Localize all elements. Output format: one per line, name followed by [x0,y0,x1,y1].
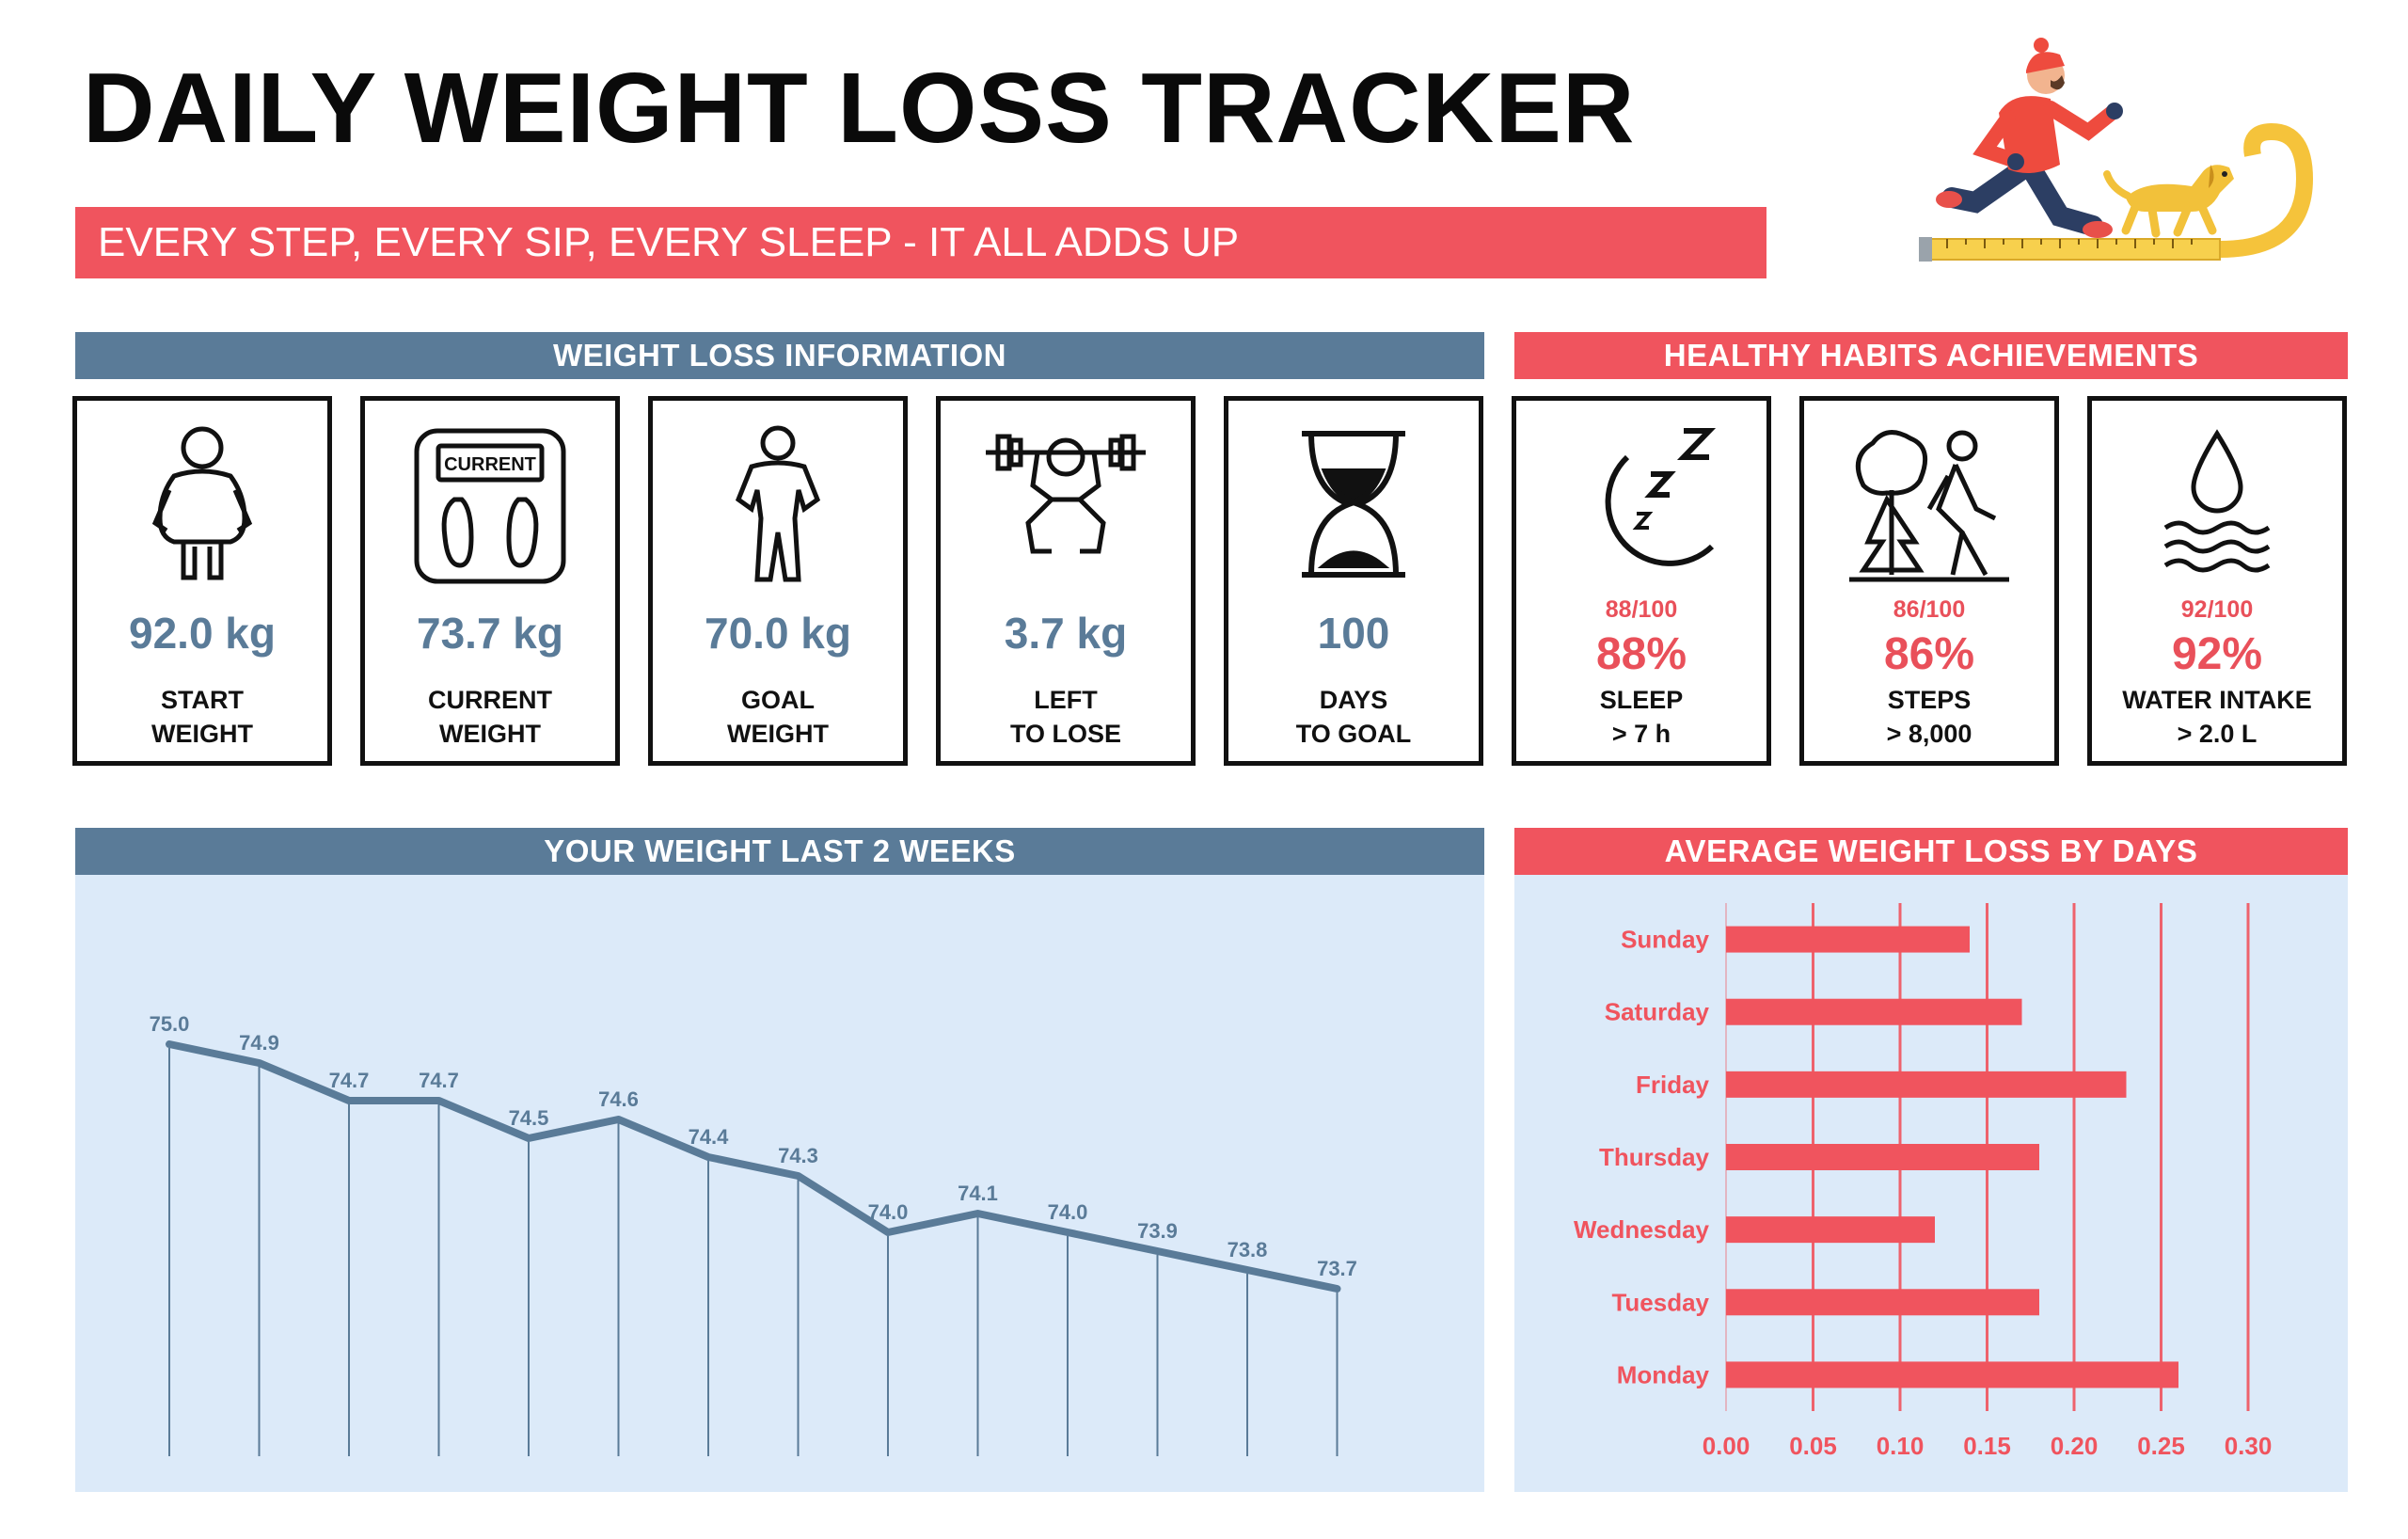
runner-with-dog-illustration [1919,38,2314,262]
bathroom-scale-icon: CURRENT [414,428,566,584]
steps-percent: 86% [1883,629,1975,679]
data-label: 73.7 [1317,1257,1357,1280]
left-to-lose-value: 3.7 kg [1004,609,1128,658]
data-label: 74.7 [329,1069,370,1092]
category-label: Monday [1617,1360,1710,1388]
weight-line-chart: 75.0 74.9 74.7 74.7 74.5 74.6 74.4 74.3 74.0 74.1… [150,1012,1357,1456]
bar [1726,1289,2039,1316]
x-tick-label: 0.20 [2051,1432,2099,1460]
habits-header: HEALTHY HABITS ACHIEVEMENTS [1514,332,2348,379]
category-label: Wednesday [1574,1215,1710,1244]
days-to-goal-label: DAYS TO GOAL [1295,686,1412,748]
sleep-card: 88/100 88% SLEEP > 7 h [1512,396,1771,766]
bar [1726,1361,2178,1388]
hourglass-icon [1302,431,1405,578]
bar [1726,998,2022,1025]
category-label: Thursday [1599,1143,1710,1171]
days-to-goal-value: 100 [1317,609,1390,658]
sleep-label: SLEEP > 7 h [1599,686,1684,748]
weight-info-header: WEIGHT LOSS INFORMATION [75,332,1484,379]
start-weight-value: 92.0 kg [129,609,276,658]
goal-weight-card: 70.0 kg GOAL WEIGHT [648,396,908,766]
current-weight-label: CURRENT WEIGHT [428,686,552,748]
tagline-banner: EVERY STEP, EVERY SIP, EVERY SLEEP - IT … [75,207,1766,278]
overweight-person-icon [151,426,253,580]
left-to-lose-label: LEFT TO LOSE [1009,686,1122,748]
data-label: 74.6 [598,1087,639,1111]
data-label: 74.0 [868,1200,909,1224]
category-label: Saturday [1605,998,1710,1026]
water-score: 92/100 [2180,596,2254,623]
water-percent: 92% [2171,629,2263,679]
sleep-percent: 88% [1595,629,1687,679]
data-label: 73.9 [1137,1219,1178,1243]
weight-chart-header: YOUR WEIGHT LAST 2 WEEKS [75,828,1484,875]
x-tick-label: 0.05 [1789,1432,1837,1460]
water-label: WATER INTAKE > 2.0 L [2122,686,2312,748]
current-weight-value: 73.7 kg [417,609,563,658]
weight-series-line [166,1040,1341,1293]
data-label: 74.5 [509,1106,549,1130]
page-title: DAILY WEIGHT LOSS TRACKER [83,53,1636,164]
steps-label: STEPS > 8,000 [1886,686,1972,748]
weight-chart-panel [75,875,1484,1492]
left-to-lose-card: 3.7 kg LEFT TO LOSE [936,396,1196,766]
bar [1726,1071,2127,1098]
data-label: 73.8 [1228,1238,1268,1261]
loss-chart-panel [1514,875,2348,1492]
days-to-goal-card: 100 DAYS TO GOAL [1224,396,1483,766]
data-label: 74.7 [419,1069,459,1092]
water-drop-icon [2163,429,2271,573]
moon-sleep-icon [1605,428,1717,566]
bar [1726,1144,2039,1170]
fit-person-icon [735,425,821,582]
data-label: 74.9 [239,1031,279,1055]
weightlifter-icon [986,434,1146,554]
tagline-text: EVERY STEP, EVERY SIP, EVERY SLEEP - IT … [98,219,1240,265]
data-label: 74.4 [689,1125,730,1149]
x-tick-label: 0.30 [2225,1432,2273,1460]
x-tick-label: 0.00 [1703,1432,1751,1460]
current-weight-card: CURRENT 73.7 kg CURRENT WEIGHT [360,396,620,766]
sleep-score: 88/100 [1605,596,1678,623]
bar [1726,1216,1935,1244]
category-label: Sunday [1621,926,1709,954]
x-tick-label: 0.15 [1963,1432,2011,1460]
data-label: 74.1 [958,1182,998,1205]
x-tick-label: 0.10 [1877,1432,1925,1460]
walking-person-icon [1849,430,2009,582]
water-card: 92/100 92% WATER INTAKE > 2.0 L [2087,396,2347,766]
category-label: Friday [1636,1071,1710,1099]
bar [1726,926,1970,953]
svg-text:CURRENT: CURRENT [444,454,536,475]
x-tick-label: 0.25 [2137,1432,2185,1460]
steps-card: 86/100 86% STEPS > 8,000 [1799,396,2059,766]
loss-chart-header: AVERAGE WEIGHT LOSS BY DAYS [1514,828,2348,875]
category-label: Tuesday [1611,1288,1709,1316]
start-weight-card: 92.0 kg START WEIGHT [72,396,332,766]
steps-score: 86/100 [1893,596,1966,623]
data-label: 74.3 [778,1144,818,1167]
data-label: 75.0 [150,1012,190,1036]
data-label: 74.0 [1048,1200,1088,1224]
start-weight-label: START WEIGHT [151,686,253,748]
goal-weight-value: 70.0 kg [705,609,851,658]
goal-weight-label: GOAL WEIGHT [727,686,829,748]
weight-loss-bar-chart: 0.00 0.05 0.10 0.15 0.20 0.25 0.30 Sunday Saturd… [1574,903,2273,1460]
